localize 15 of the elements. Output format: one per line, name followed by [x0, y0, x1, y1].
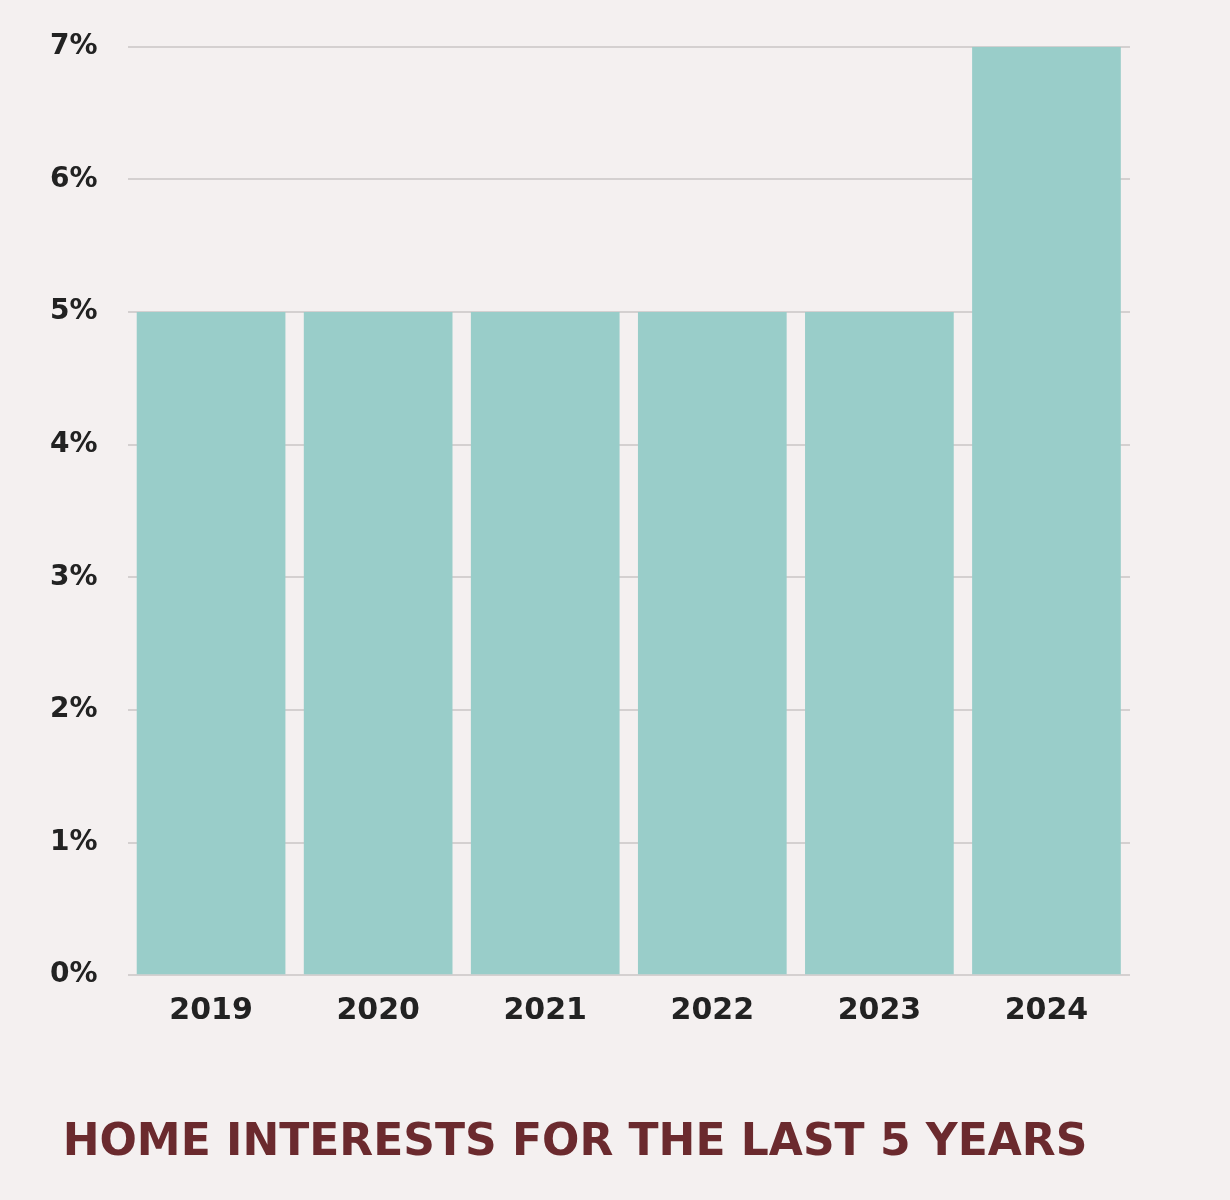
y-tick-label: 6% [49, 160, 98, 194]
x-tick-label: 2020 [336, 991, 420, 1026]
y-tick-label: 7% [49, 28, 98, 62]
y-tick-label: 2% [49, 691, 98, 725]
y-tick-label: 0% [49, 956, 98, 990]
text: HOME INTERESTS FOR THE LAST 5 YEARS [62, 1114, 1088, 1166]
x-tick-label: 2021 [503, 991, 587, 1026]
x-tick-label: 2023 [837, 991, 922, 1026]
y-tick-label: 1% [49, 823, 98, 857]
y-tick-label: 3% [49, 558, 98, 592]
x-tick-label: 2019 [169, 991, 253, 1026]
y-tick-label: 4% [49, 425, 98, 459]
x-tick-label: 2022 [670, 991, 755, 1026]
x-tick-label: 2024 [1004, 991, 1089, 1026]
y-tick-label: 5% [49, 293, 98, 327]
